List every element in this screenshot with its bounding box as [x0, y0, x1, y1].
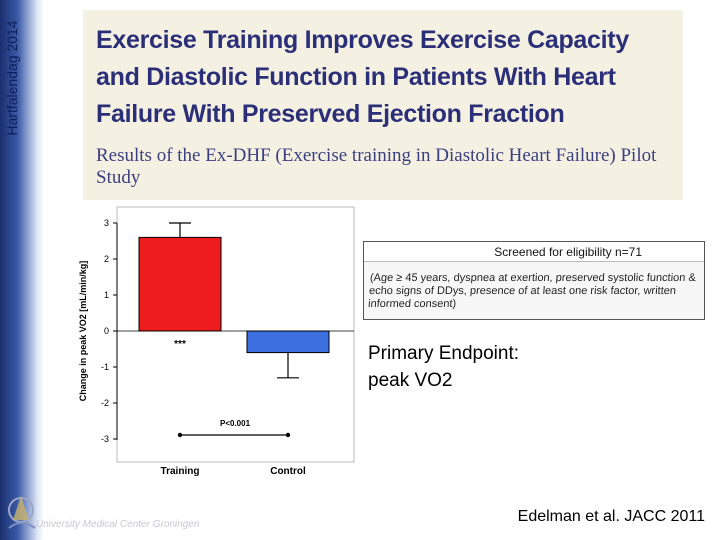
institution-name: University Medical Center Groningen: [36, 519, 200, 530]
side-label: Hartfalendag 2014: [4, 20, 20, 136]
y-tick-label: 3: [104, 218, 109, 228]
article-title: Exercise Training Improves Exercise Capa…: [96, 26, 629, 128]
screening-title: Screened for eligibility n=71: [364, 242, 704, 262]
y-tick-label: 0: [104, 326, 109, 336]
bar-training: [138, 236, 222, 332]
screening-box: Screened for eligibility n=71 (Age ≥ 45 …: [363, 241, 705, 320]
y-tick-group: 3 2 1 0 -1 -2 -3: [101, 218, 117, 444]
significance-label: ***: [174, 339, 186, 350]
screening-criteria: (Age ≥ 45 years, dyspnea at exertion, pr…: [367, 272, 697, 310]
citation: Edelman et al. JACC 2011: [517, 508, 705, 525]
y-axis-label: Change in peak VO2 [mL/min/kg]: [78, 261, 88, 402]
university-logo: [8, 496, 36, 529]
article-title-box: Exercise Training Improves Exercise Capa…: [83, 10, 683, 200]
y-tick-label: -1: [101, 362, 109, 372]
y-tick-label: 1: [104, 290, 109, 300]
y-tick-label: 2: [104, 254, 109, 264]
peak-vo2-chart: 3 2 1 0 -1 -2 -3 Change in peak VO2 [mL/min/kg…: [78, 206, 355, 477]
endpoint-heading: Primary Endpoint:: [368, 343, 520, 364]
x-tick-label-control: Control: [270, 466, 306, 477]
endpoint-value: peak VO2: [368, 370, 453, 391]
bar-control: [246, 330, 330, 354]
comparison-dot-right: [285, 432, 291, 438]
side-banner: Hartfalendag 2014: [0, 0, 44, 540]
y-tick-label: -3: [101, 434, 109, 444]
y-tick-label: -2: [101, 398, 109, 408]
x-tick-label-training: Training: [161, 466, 200, 477]
comparison-label: P<0.001: [220, 419, 251, 428]
primary-endpoint: Primary Endpoint: peak VO2: [368, 340, 588, 394]
comparison-dot-left: [177, 432, 183, 438]
article-subtitle: Results of the Ex-DHF (Exercise training…: [96, 145, 657, 188]
